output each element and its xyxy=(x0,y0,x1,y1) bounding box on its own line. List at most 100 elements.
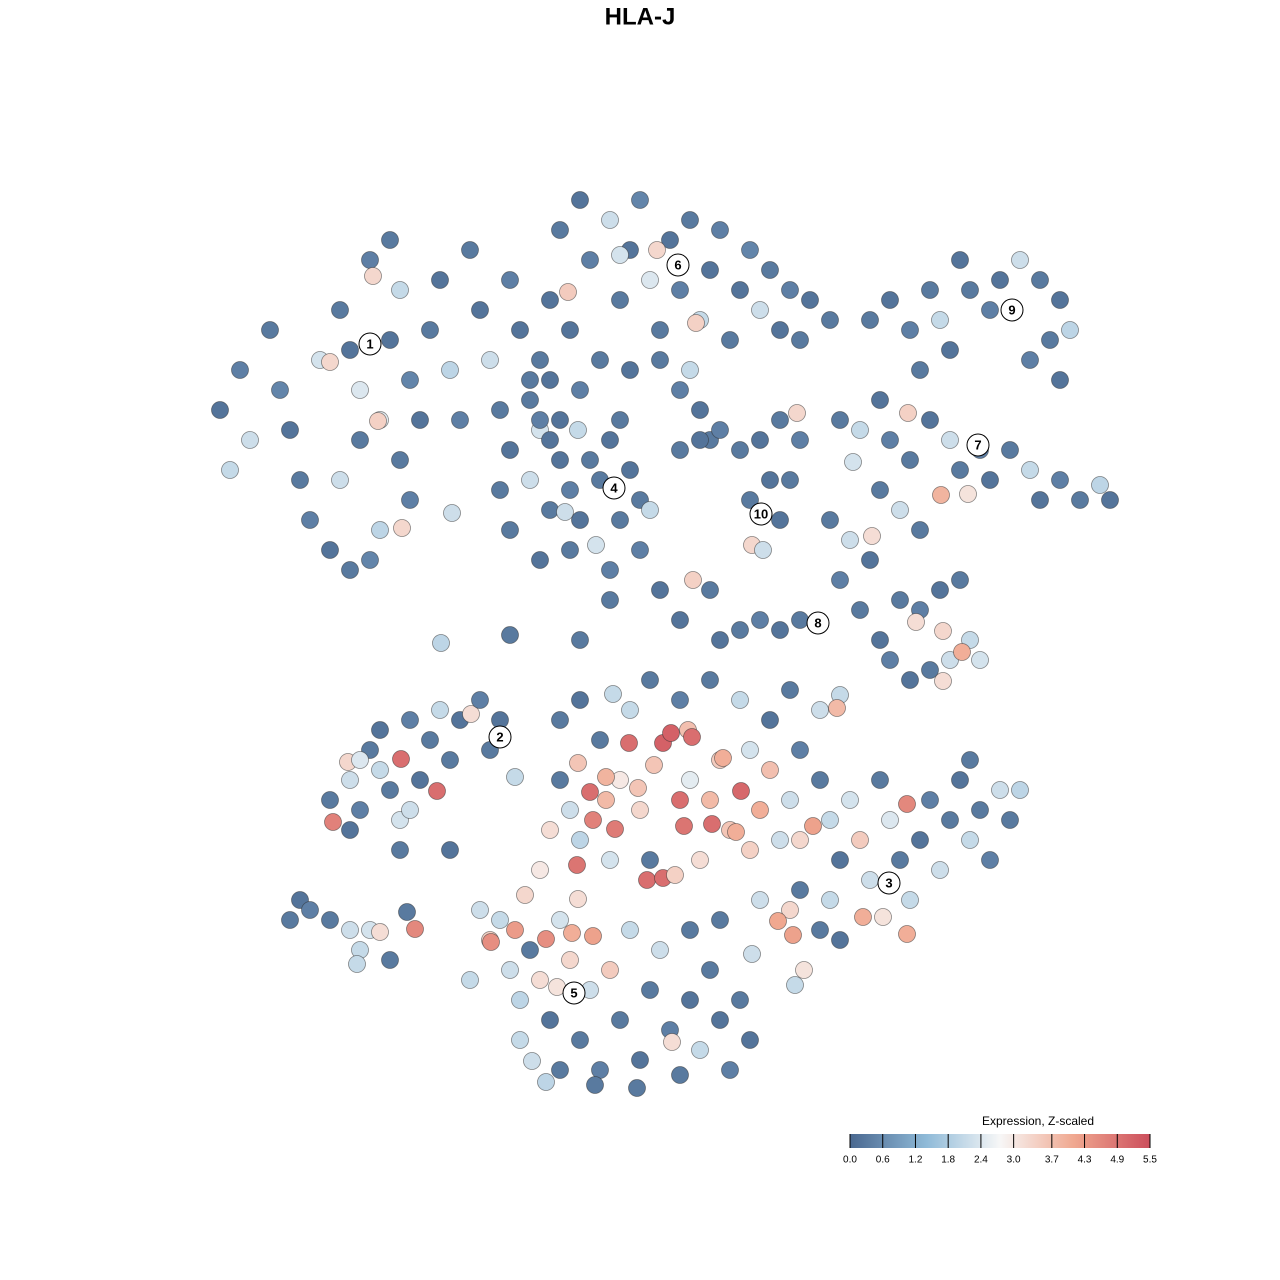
point xyxy=(371,761,389,779)
point xyxy=(341,771,359,789)
point xyxy=(401,491,419,509)
cluster-label-text: 10 xyxy=(754,506,768,521)
point xyxy=(901,321,919,339)
point xyxy=(551,411,569,429)
cluster-label-text: 7 xyxy=(974,437,981,452)
point xyxy=(501,521,519,539)
cluster-label: 3 xyxy=(877,871,901,895)
point xyxy=(791,741,809,759)
point xyxy=(611,291,629,309)
point xyxy=(671,281,689,299)
point xyxy=(645,756,663,774)
point xyxy=(661,231,679,249)
point xyxy=(641,981,659,999)
point xyxy=(781,791,799,809)
colorbar-tick-label: 0.6 xyxy=(876,1155,890,1166)
point xyxy=(364,267,382,285)
point xyxy=(741,741,759,759)
point xyxy=(871,481,889,499)
point xyxy=(1031,271,1049,289)
point xyxy=(281,911,299,929)
point xyxy=(511,1031,529,1049)
point xyxy=(932,486,950,504)
colorbar-tick-label: 3.7 xyxy=(1045,1155,1059,1166)
point xyxy=(921,791,939,809)
point xyxy=(421,321,439,339)
point xyxy=(331,301,349,319)
point xyxy=(621,361,639,379)
point xyxy=(881,651,899,669)
point xyxy=(506,921,524,939)
cluster-label-text: 3 xyxy=(885,875,892,890)
point xyxy=(591,731,609,749)
point xyxy=(761,261,779,279)
point xyxy=(559,283,577,301)
point xyxy=(871,631,889,649)
point xyxy=(881,291,899,309)
point xyxy=(771,831,789,849)
point xyxy=(401,371,419,389)
point xyxy=(911,361,929,379)
point xyxy=(751,611,769,629)
point xyxy=(601,211,619,229)
point xyxy=(671,381,689,399)
point xyxy=(691,401,709,419)
point xyxy=(681,361,699,379)
point xyxy=(711,911,729,929)
point xyxy=(221,461,239,479)
point xyxy=(671,791,689,809)
point xyxy=(441,751,459,769)
point xyxy=(324,813,342,831)
point xyxy=(531,971,549,989)
cluster-label: 4 xyxy=(602,476,626,500)
point xyxy=(711,221,729,239)
colorbar-title: Expression, Z-scaled xyxy=(982,1114,1094,1128)
point xyxy=(541,821,559,839)
point xyxy=(521,471,539,489)
point xyxy=(321,791,339,809)
cluster-label: 6 xyxy=(666,253,690,277)
point xyxy=(981,851,999,869)
point xyxy=(891,501,909,519)
point xyxy=(521,941,539,959)
colorbar-tick-label: 2.4 xyxy=(974,1155,988,1166)
point xyxy=(541,501,559,519)
point xyxy=(731,691,749,709)
point xyxy=(828,699,846,717)
point xyxy=(631,1051,649,1069)
point xyxy=(601,561,619,579)
point xyxy=(751,891,769,909)
point xyxy=(666,866,684,884)
point xyxy=(561,951,579,969)
point xyxy=(854,908,872,926)
point xyxy=(541,371,559,389)
point xyxy=(432,634,450,652)
point xyxy=(211,401,229,419)
point xyxy=(1061,321,1079,339)
point xyxy=(961,831,979,849)
point xyxy=(551,1061,569,1079)
point xyxy=(851,831,869,849)
cluster-label-badge xyxy=(666,253,690,277)
cluster-label: 9 xyxy=(1000,298,1024,322)
point xyxy=(581,783,599,801)
point xyxy=(381,331,399,349)
point xyxy=(1041,331,1059,349)
point xyxy=(953,643,971,661)
point xyxy=(801,291,819,309)
point xyxy=(831,851,849,869)
point xyxy=(663,1033,681,1051)
colorbar-tick-label: 0.0 xyxy=(843,1155,857,1166)
point xyxy=(631,191,649,209)
colorbar-tick-label: 1.2 xyxy=(909,1155,923,1166)
point xyxy=(421,731,439,749)
point xyxy=(761,471,779,489)
point xyxy=(941,431,959,449)
point xyxy=(411,411,429,429)
cluster-label: 8 xyxy=(806,611,830,635)
point xyxy=(431,271,449,289)
point xyxy=(561,541,579,559)
cluster-label-text: 1 xyxy=(366,336,373,351)
point xyxy=(351,431,369,449)
cluster-label-badge xyxy=(966,433,990,457)
